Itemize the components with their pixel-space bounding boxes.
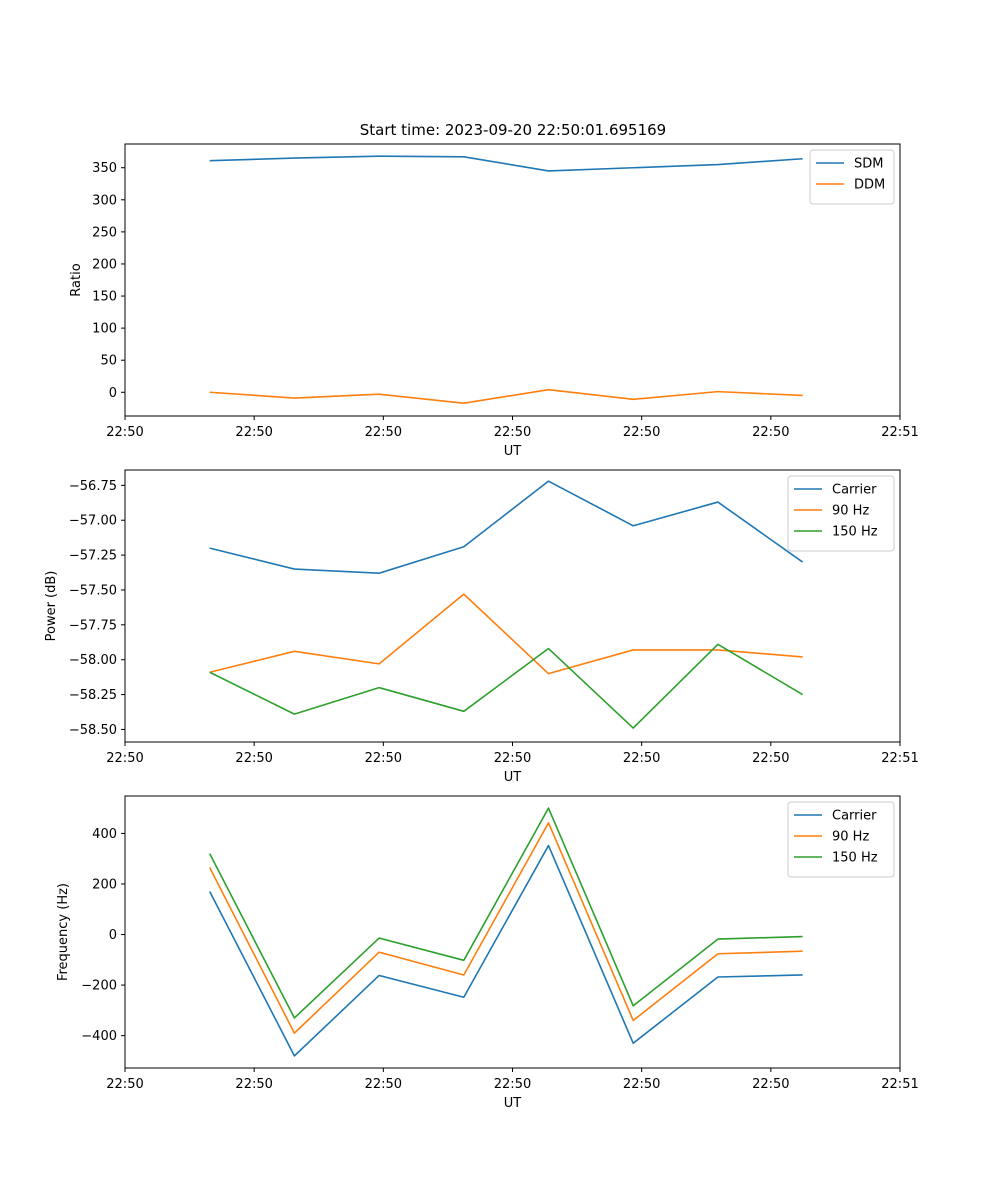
- y-tick-label: 100: [92, 322, 117, 337]
- y-tick-label: 0: [109, 386, 117, 401]
- x-tick-label: 22:50: [752, 751, 789, 766]
- x-tick-label: 22:50: [235, 751, 272, 766]
- axes-frame: [124, 469, 901, 743]
- series-line-carrier: [208, 844, 803, 1057]
- y-tick-label: −58.25: [69, 688, 117, 703]
- legend-label-90-hz: 90 Hz: [832, 504, 869, 519]
- x-tick-label: 22:50: [623, 751, 660, 766]
- y-axis-label: Ratio: [69, 263, 84, 296]
- legend-label-150-hz: 150 Hz: [832, 525, 878, 540]
- x-tick-label: 22:50: [752, 425, 789, 440]
- x-tick-label: 22:50: [494, 751, 531, 766]
- y-tick-label: −58.50: [69, 723, 117, 738]
- series-line-150-hz: [209, 643, 804, 729]
- legend: Carrier 90 Hz 150 Hz: [787, 475, 895, 552]
- y-tick-label: −58.00: [69, 653, 117, 668]
- y-tick-label: −57.50: [69, 583, 117, 598]
- legend-box: [787, 475, 895, 552]
- y-tick-label: 200: [92, 257, 117, 272]
- legend-label-90-hz: 90 Hz: [832, 830, 869, 845]
- y-tick-label: −57.75: [69, 618, 117, 633]
- axes-frame: [124, 143, 901, 417]
- legend-label-sdm: SDM: [854, 157, 883, 172]
- y-tick-label: 400: [92, 827, 117, 842]
- legend-box: [787, 801, 895, 878]
- series-line-150-hz: [208, 807, 803, 1019]
- x-tick-label: 22:50: [106, 1077, 143, 1092]
- series-line-ddm: [209, 388, 803, 404]
- x-tick-label: 22:50: [365, 425, 402, 440]
- x-axis-label: UT: [504, 444, 522, 459]
- y-tick-label: 50: [100, 354, 117, 369]
- x-tick-label: 22:50: [235, 425, 272, 440]
- y-tick-label: 350: [92, 161, 117, 176]
- legend-label-ddm: DDM: [854, 178, 885, 193]
- series-line-sdm: [209, 155, 803, 172]
- subplot-ratio: 0 50 100 150 200 250 300 350 22:50 22:50 22:50 22:5…: [69, 143, 919, 459]
- x-tick-label: 22:50: [623, 1077, 660, 1092]
- legend-label-carrier: Carrier: [832, 809, 877, 824]
- legend-label-carrier: Carrier: [832, 483, 877, 498]
- y-tick-label: −56.75: [69, 479, 117, 494]
- x-axis-label: UT: [504, 770, 522, 785]
- x-tick-label: 22:50: [494, 425, 531, 440]
- y-tick-label: 250: [92, 225, 117, 240]
- y-tick-label: −400: [81, 1029, 117, 1044]
- x-tick-label: 22:50: [494, 1077, 531, 1092]
- axes-frame: [124, 795, 901, 1069]
- y-tick-label: 200: [92, 877, 117, 892]
- legend: Carrier 90 Hz 150 Hz: [787, 801, 895, 878]
- figure-title: Start time: 2023-09-20 22:50:01.695169: [360, 121, 666, 139]
- y-tick-label: −57.00: [69, 514, 117, 529]
- y-axis-label: Power (dB): [44, 571, 59, 642]
- x-tick-label: 22:50: [365, 751, 402, 766]
- x-tick-label: 22:51: [881, 1077, 918, 1092]
- subplot-power: −58.50 −58.25 −58.00 −57.75 −57.50 −57.25 −57.…: [44, 469, 919, 785]
- y-tick-label: −200: [81, 979, 117, 994]
- x-tick-label: 22:50: [106, 425, 143, 440]
- x-tick-label: 22:50: [752, 1077, 789, 1092]
- x-tick-label: 22:51: [881, 425, 918, 440]
- x-tick-label: 22:50: [365, 1077, 402, 1092]
- x-tick-label: 22:50: [235, 1077, 272, 1092]
- y-tick-label: 300: [92, 193, 117, 208]
- series-line-90-hz: [209, 593, 803, 675]
- y-tick-label: 0: [109, 928, 117, 943]
- y-tick-label: −57.25: [69, 549, 117, 564]
- subplot-frequency: −400 −200 0 200 400 22:50 22:50 22:50 22:50 22:50…: [56, 795, 919, 1111]
- x-tick-label: 22:50: [106, 751, 143, 766]
- x-axis-label: UT: [504, 1096, 522, 1111]
- x-tick-label: 22:51: [881, 751, 918, 766]
- y-tick-label: 150: [92, 290, 117, 305]
- series-line-90-hz: [208, 821, 803, 1034]
- x-tick-label: 22:50: [623, 425, 660, 440]
- series-line-carrier: [209, 480, 804, 575]
- legend-label-150-hz: 150 Hz: [832, 851, 878, 866]
- legend: SDM DDM: [809, 149, 895, 205]
- y-axis-label: Frequency (Hz): [56, 883, 71, 981]
